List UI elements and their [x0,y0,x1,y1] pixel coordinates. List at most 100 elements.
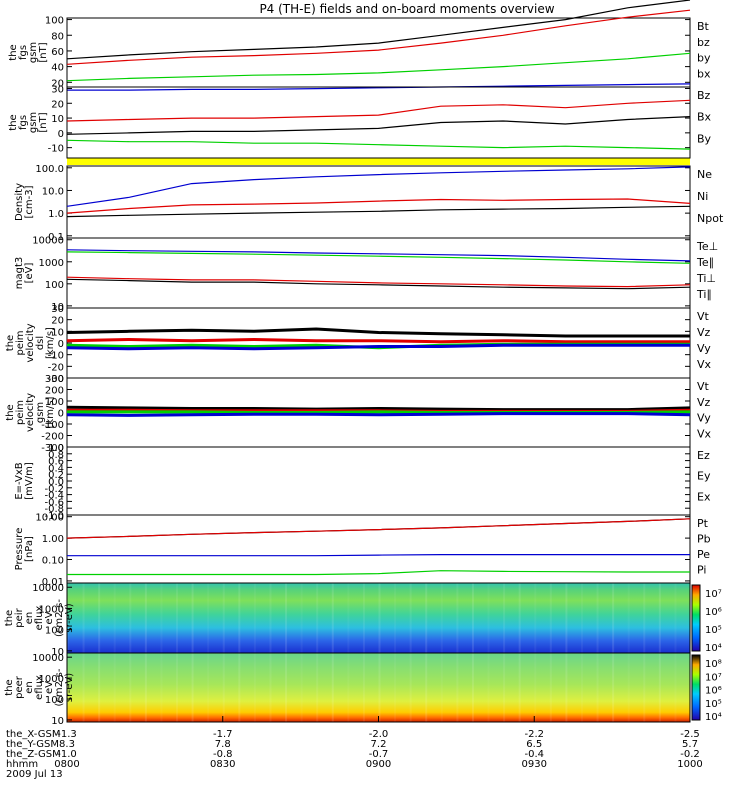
y-tick-label: 10000 [32,653,64,664]
spectrogram-texture [580,583,583,653]
series-line-Ni [66,205,691,218]
x-axis-row-label: hhmm [6,759,38,770]
series-line-Vt [66,405,691,412]
spectrogram-texture [191,583,194,653]
y-axis-label: eV [44,611,55,624]
y-axis-label: gsm [28,42,39,63]
x-axis-value: -0.7 [369,749,389,760]
y-tick-label: 100.0 [35,164,64,175]
spectrogram-texture [627,583,630,653]
y-tick-label: 1000 [39,258,64,269]
spectrogram-texture [612,653,615,722]
colorbar-tick-label: 10⁸ [705,659,722,670]
spectrogram-texture [596,583,599,653]
y-tick-label: 80 [51,31,64,42]
y-axis-label: (cm2-s- [54,668,65,706]
panel-1-frame [66,17,691,88]
spectrogram-texture [238,583,241,653]
y-tick-label: 10.0 [42,186,64,197]
spectrogram-texture [596,653,599,722]
colorbar-tick-label: 10⁴ [705,712,722,723]
spectrogram-texture [674,653,677,722]
y-axis-label: magt3 [14,257,25,290]
legend-entry: Ex [697,490,711,503]
legend-entry: Ni [697,190,708,203]
y-axis-label: [nT] [38,112,49,132]
spectrogram-texture [331,653,334,722]
y-tick-label: 300 [45,374,64,385]
spectrogram-texture [378,583,381,653]
x-axis-value: -2.5 [680,729,700,740]
spectrogram-texture [378,653,381,722]
y-tick-label: -0.6 [44,497,64,508]
y-axis-label: sr-eV) [64,673,75,702]
y-tick-label: 0.4 [48,463,64,474]
y-axis-label: en [24,612,35,625]
legend-entry: Vt [697,310,710,323]
legend-entry: by [697,52,711,65]
spectrogram-texture [67,653,69,722]
series-line-Vx [66,343,690,351]
colorbar-tick-label: 10⁶ [705,607,722,618]
bad-data-band [67,158,690,165]
y-axis-label: the [4,610,15,626]
y-tick-label: 30 [51,304,64,315]
spectrogram-texture [549,653,552,722]
legend-entry: Ey [697,470,711,483]
spectrogram-texture [487,653,490,722]
legend-entry: Bt [697,20,710,33]
spectrogram-texture [160,583,163,653]
y-axis-label: peim [15,400,26,425]
y-tick-label: -10 [48,144,64,155]
y-tick-label: 20 [51,78,64,89]
series-line-Npot [66,166,691,207]
y-tick-label: 100 [45,280,64,291]
spectrogram-texture [300,583,303,653]
panel-4-frame [66,237,691,309]
x-axis-value: 7.2 [371,739,387,750]
x-axis-value: -0.4 [524,749,544,760]
spectrogram-texture [565,653,568,722]
y-axis-label: the [5,404,16,420]
spectrogram-texture [113,583,116,653]
spectrogram-texture [269,653,272,722]
spectrogram-texture [285,653,288,722]
legend-entry: Ti∥ [696,288,712,301]
series-line-Vt [66,327,690,338]
spectrogram-texture [176,653,179,722]
y-tick-label: 10000 [32,583,64,594]
y-axis-label: the [8,44,19,60]
colorbar-tick-label: 10⁴ [705,643,722,654]
legend-entry: bx [697,67,711,80]
x-axis-row-label: the_Y-GSM [6,739,59,750]
spectrogram-texture [471,583,474,653]
y-tick-label: 100 [45,695,64,706]
y-axis-label: [eV] [24,263,35,284]
spectrogram-texture [144,653,147,722]
x-axis-value: 0930 [522,759,547,770]
spectrogram-texture [316,583,319,653]
y-axis-label: [nPa] [24,536,35,562]
x-axis-value: 5.7 [682,739,698,750]
legend-entry: Vt [697,380,710,393]
legend-entry: Pb [697,533,711,546]
spectrogram-1 [67,583,690,653]
series-line-By [66,139,691,150]
y-tick-label: 0.8 [48,450,64,461]
y-tick-label: 10 [51,302,64,313]
x-axis-row-label: the_X-GSM [6,729,60,740]
series-line-bz [66,9,691,65]
colorbar-tick-label: 10⁵ [705,625,722,636]
spectrogram-texture [362,653,365,722]
panel-2-frame [66,86,691,159]
colorbar-tick-label: 10⁷ [705,589,722,600]
legend-entry: Bz [697,89,711,102]
spectrogram-texture [534,653,537,722]
spectrogram-texture [394,583,397,653]
spectrogram-texture [207,583,210,653]
x-axis-row-label: the_Z-GSM [6,749,61,760]
y-axis-label: fgs [18,115,29,130]
legend-entry: Pe [697,548,710,561]
spectrogram-texture [534,583,537,653]
